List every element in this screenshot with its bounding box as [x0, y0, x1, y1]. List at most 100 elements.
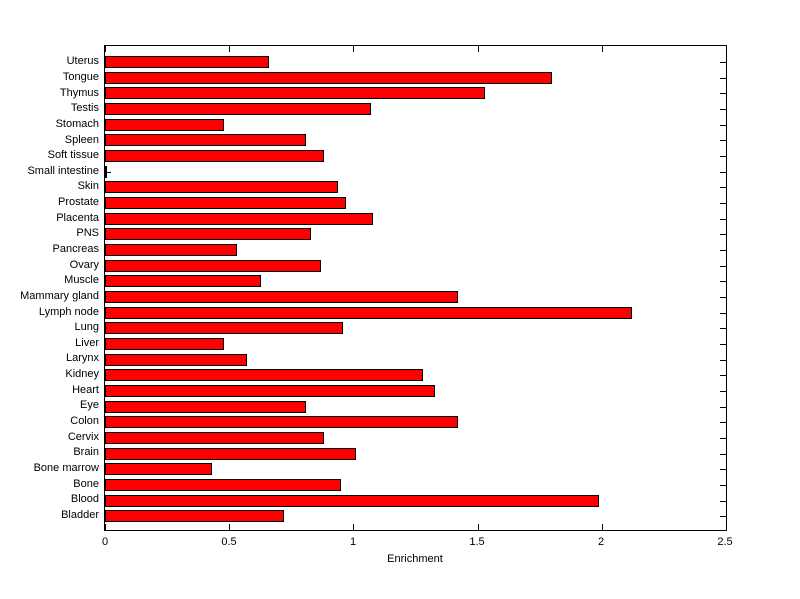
x-tick-bottom	[477, 524, 479, 530]
y-tick-right	[720, 140, 726, 142]
y-tick-label: Small intestine	[27, 164, 99, 177]
bar-row	[105, 226, 726, 242]
y-tick-label: Prostate	[58, 196, 99, 209]
y-tick-label: Testis	[70, 102, 99, 115]
y-tick-label: Heart	[72, 383, 99, 396]
y-tick-label-row: Testis	[0, 101, 99, 117]
y-tick-right	[720, 453, 726, 455]
y-tick-right	[720, 422, 726, 424]
y-tick-label: Colon	[70, 415, 99, 428]
y-tick-right	[720, 187, 726, 189]
y-tick-right	[720, 218, 726, 220]
y-tick-label: Lymph node	[38, 305, 99, 318]
y-tick-right	[720, 77, 726, 79]
y-tick-label: Bone	[73, 477, 99, 490]
y-tick-right	[720, 281, 726, 283]
x-tick-bottom	[601, 524, 603, 530]
y-tick-label: Pancreas	[52, 243, 99, 255]
bar-series	[105, 46, 726, 530]
bar-row	[105, 320, 726, 336]
y-tick-label: Placenta	[56, 211, 99, 224]
bar-row	[105, 101, 726, 117]
y-tick-right	[720, 124, 726, 126]
bar-blood	[105, 494, 600, 507]
y-tick-label-row: Cervix	[0, 429, 99, 445]
x-tick-bottom	[105, 524, 106, 530]
bar-mammary-gland	[105, 290, 458, 303]
bar-kidney	[105, 369, 423, 382]
y-tick-right	[720, 249, 726, 251]
y-tick-label: Thymus	[59, 86, 99, 99]
y-tick-label: Muscle	[64, 274, 99, 287]
y-tick-label-row: Thymus	[0, 85, 99, 101]
y-tick-right	[720, 343, 726, 345]
y-tick-label-row: Small intestine	[0, 163, 99, 179]
bar-row	[105, 493, 726, 509]
bar-row	[105, 305, 726, 321]
y-tick-label-row: Stomach	[0, 117, 99, 133]
bar-spleen	[105, 134, 307, 147]
y-tick-label: Soft tissue	[47, 149, 99, 162]
y-tick-label-row: Spleen	[0, 132, 99, 148]
y-tick-label: Eye	[80, 399, 99, 412]
y-tick-right	[720, 155, 726, 157]
bar-placenta	[105, 212, 374, 225]
y-tick-label: Ovary	[69, 258, 99, 271]
bar-row	[105, 367, 726, 383]
y-tick-label-row: Liver	[0, 336, 99, 352]
bar-lung	[105, 322, 344, 335]
y-tick-label-row: PNS	[0, 226, 99, 242]
y-tick-label: Skin	[77, 180, 99, 193]
bar-stomach	[105, 118, 225, 131]
y-tick-label-row: Soft tissue	[0, 148, 99, 164]
bar-pns	[105, 228, 312, 241]
y-tick-label-row: Bladder	[0, 508, 99, 524]
bar-row	[105, 195, 726, 211]
y-tick-right	[720, 406, 726, 408]
y-tick-label-row: Blood	[0, 492, 99, 508]
y-tick-right	[720, 328, 726, 330]
bar-prostate	[105, 196, 346, 209]
bar-row	[105, 85, 726, 101]
bar-row	[105, 446, 726, 462]
bar-bone-marrow	[105, 463, 212, 476]
bar-heart	[105, 384, 436, 397]
bar-small-intestine	[105, 165, 107, 178]
y-tick-right	[720, 390, 726, 392]
bar-pancreas	[105, 243, 237, 256]
x-tick-bottom	[229, 524, 231, 530]
y-tick-label: Lung	[74, 321, 99, 334]
bar-row	[105, 336, 726, 352]
y-tick-right	[720, 202, 726, 204]
bar-row	[105, 399, 726, 415]
bar-row	[105, 461, 726, 477]
y-tick-label-row: Pancreas	[0, 242, 99, 258]
y-tick-right	[720, 437, 726, 439]
x-tick-label: 1.5	[469, 536, 485, 548]
bar-row	[105, 289, 726, 305]
bar-testis	[105, 102, 371, 115]
y-tick-label: Blood	[70, 493, 99, 506]
bar-row	[105, 352, 726, 368]
y-tick-label-row: Heart	[0, 382, 99, 398]
bar-row	[105, 117, 726, 133]
y-tick-label-row: Ovary	[0, 257, 99, 273]
bar-row	[105, 211, 726, 227]
x-tick-top	[105, 46, 106, 52]
bar-colon	[105, 416, 458, 429]
y-tick-right	[720, 93, 726, 95]
bar-row	[105, 242, 726, 258]
y-tick-label: Larynx	[65, 352, 99, 365]
y-tick-label-row: Eye	[0, 398, 99, 414]
x-tick-label: 2.5	[717, 536, 733, 548]
bar-uterus	[105, 55, 269, 68]
bar-larynx	[105, 353, 247, 366]
x-tick-top	[601, 46, 603, 52]
bar-row	[105, 508, 726, 524]
y-tick-right	[720, 312, 726, 314]
bar-row	[105, 179, 726, 195]
y-tick-label: PNS	[76, 227, 99, 240]
y-tick-right	[720, 296, 726, 298]
y-tick-label-row: Kidney	[0, 367, 99, 383]
y-tick-label-row: Bone marrow	[0, 461, 99, 477]
